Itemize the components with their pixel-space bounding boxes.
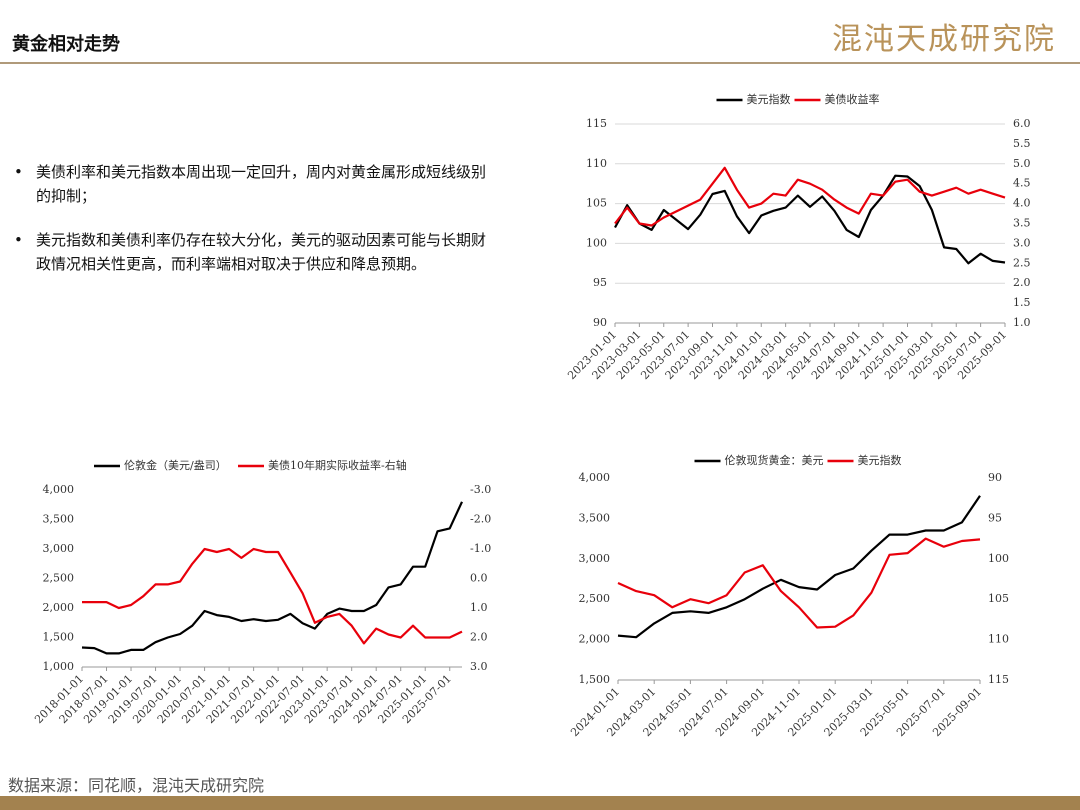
y-tick-label: 3,500 [43, 513, 75, 526]
footer-band [0, 796, 1080, 810]
series-line [81, 501, 463, 655]
y-tick-label: 3,500 [579, 511, 611, 524]
y-tick-label: 2,500 [43, 572, 75, 585]
y2-tick-label: 1.0 [1013, 316, 1031, 329]
y2-tick-label: 2.0 [470, 631, 488, 644]
series-line [82, 547, 463, 645]
y2-tick-label: 1.0 [470, 601, 488, 614]
source-note: 数据来源：同花顺，混沌天成研究院 [8, 776, 265, 795]
legend-label: 美债收益率 [825, 92, 880, 106]
y2-tick-label: 6.0 [1013, 117, 1031, 130]
series-line [617, 537, 981, 629]
y-tick-label: 95 [593, 276, 607, 289]
y-tick-label: 115 [586, 117, 607, 130]
y2-tick-label: 4.5 [1013, 177, 1031, 190]
y2-tick-label: 1.5 [1013, 296, 1031, 309]
legend-label: 伦敦现货黄金：美元 [725, 453, 824, 467]
y2-tick-label: 110 [988, 633, 1009, 646]
y2-tick-label: 115 [988, 673, 1009, 686]
y-tick-label: 2,000 [43, 601, 75, 614]
y2-tick-label: 5.5 [1013, 137, 1031, 150]
y2-tick-label: 95 [988, 511, 1002, 524]
y2-tick-label: 105 [988, 592, 1009, 605]
y2-tick-label: -1.0 [470, 542, 491, 555]
y2-tick-label: 2.0 [1013, 276, 1031, 289]
legend-label: 美元指数 [747, 92, 791, 106]
y-tick-label: 105 [586, 197, 607, 210]
y-tick-label: 2,500 [579, 592, 611, 605]
bullet: 美债利率和美元指数本周出现一定回升，周内对黄金属形成短线级别的抑制； [14, 160, 496, 208]
series-line [614, 174, 1006, 265]
y-tick-label: 110 [586, 157, 607, 170]
y-tick-label: 1,000 [43, 660, 75, 673]
logo: 混沌天成研究院 [832, 22, 1056, 57]
series-line [614, 166, 1006, 227]
y-tick-label: 4,000 [43, 483, 75, 496]
y-tick-label: 90 [593, 316, 607, 329]
y2-tick-label: 4.0 [1013, 197, 1031, 210]
y2-tick-label: 0.0 [470, 572, 488, 585]
y-tick-label: 1,500 [579, 673, 611, 686]
header-rule [0, 62, 1080, 64]
y-tick-label: 3,000 [579, 552, 611, 565]
y2-tick-label: 3.0 [470, 660, 488, 673]
y2-tick-label: 3.0 [1013, 236, 1031, 249]
y2-tick-label: 3.5 [1013, 217, 1031, 230]
legend-label: 美元指数 [858, 453, 902, 467]
y-tick-label: 1,500 [43, 631, 75, 644]
series-line [617, 495, 981, 639]
y-tick-label: 4,000 [579, 471, 611, 484]
y-tick-label: 100 [586, 236, 607, 249]
y2-tick-label: -3.0 [470, 483, 491, 496]
y2-tick-label: 90 [988, 471, 1002, 484]
y2-tick-label: 100 [988, 552, 1009, 565]
bullet: 美元指数和美债利率仍存在较大分化，美元的驱动因素可能与长期财政情况相关性更高，而… [14, 228, 496, 276]
legend-label: 美债10年期实际收益率-右轴 [268, 458, 407, 472]
page-title: 黄金相对走势 [12, 34, 120, 55]
y2-tick-label: 5.0 [1013, 157, 1031, 170]
y-tick-label: 2,000 [579, 633, 611, 646]
y2-tick-label: 2.5 [1013, 256, 1031, 269]
legend-label: 伦敦金（美元/盎司） [124, 458, 227, 472]
y2-tick-label: -2.0 [470, 513, 491, 526]
y-tick-label: 3,000 [43, 542, 75, 555]
